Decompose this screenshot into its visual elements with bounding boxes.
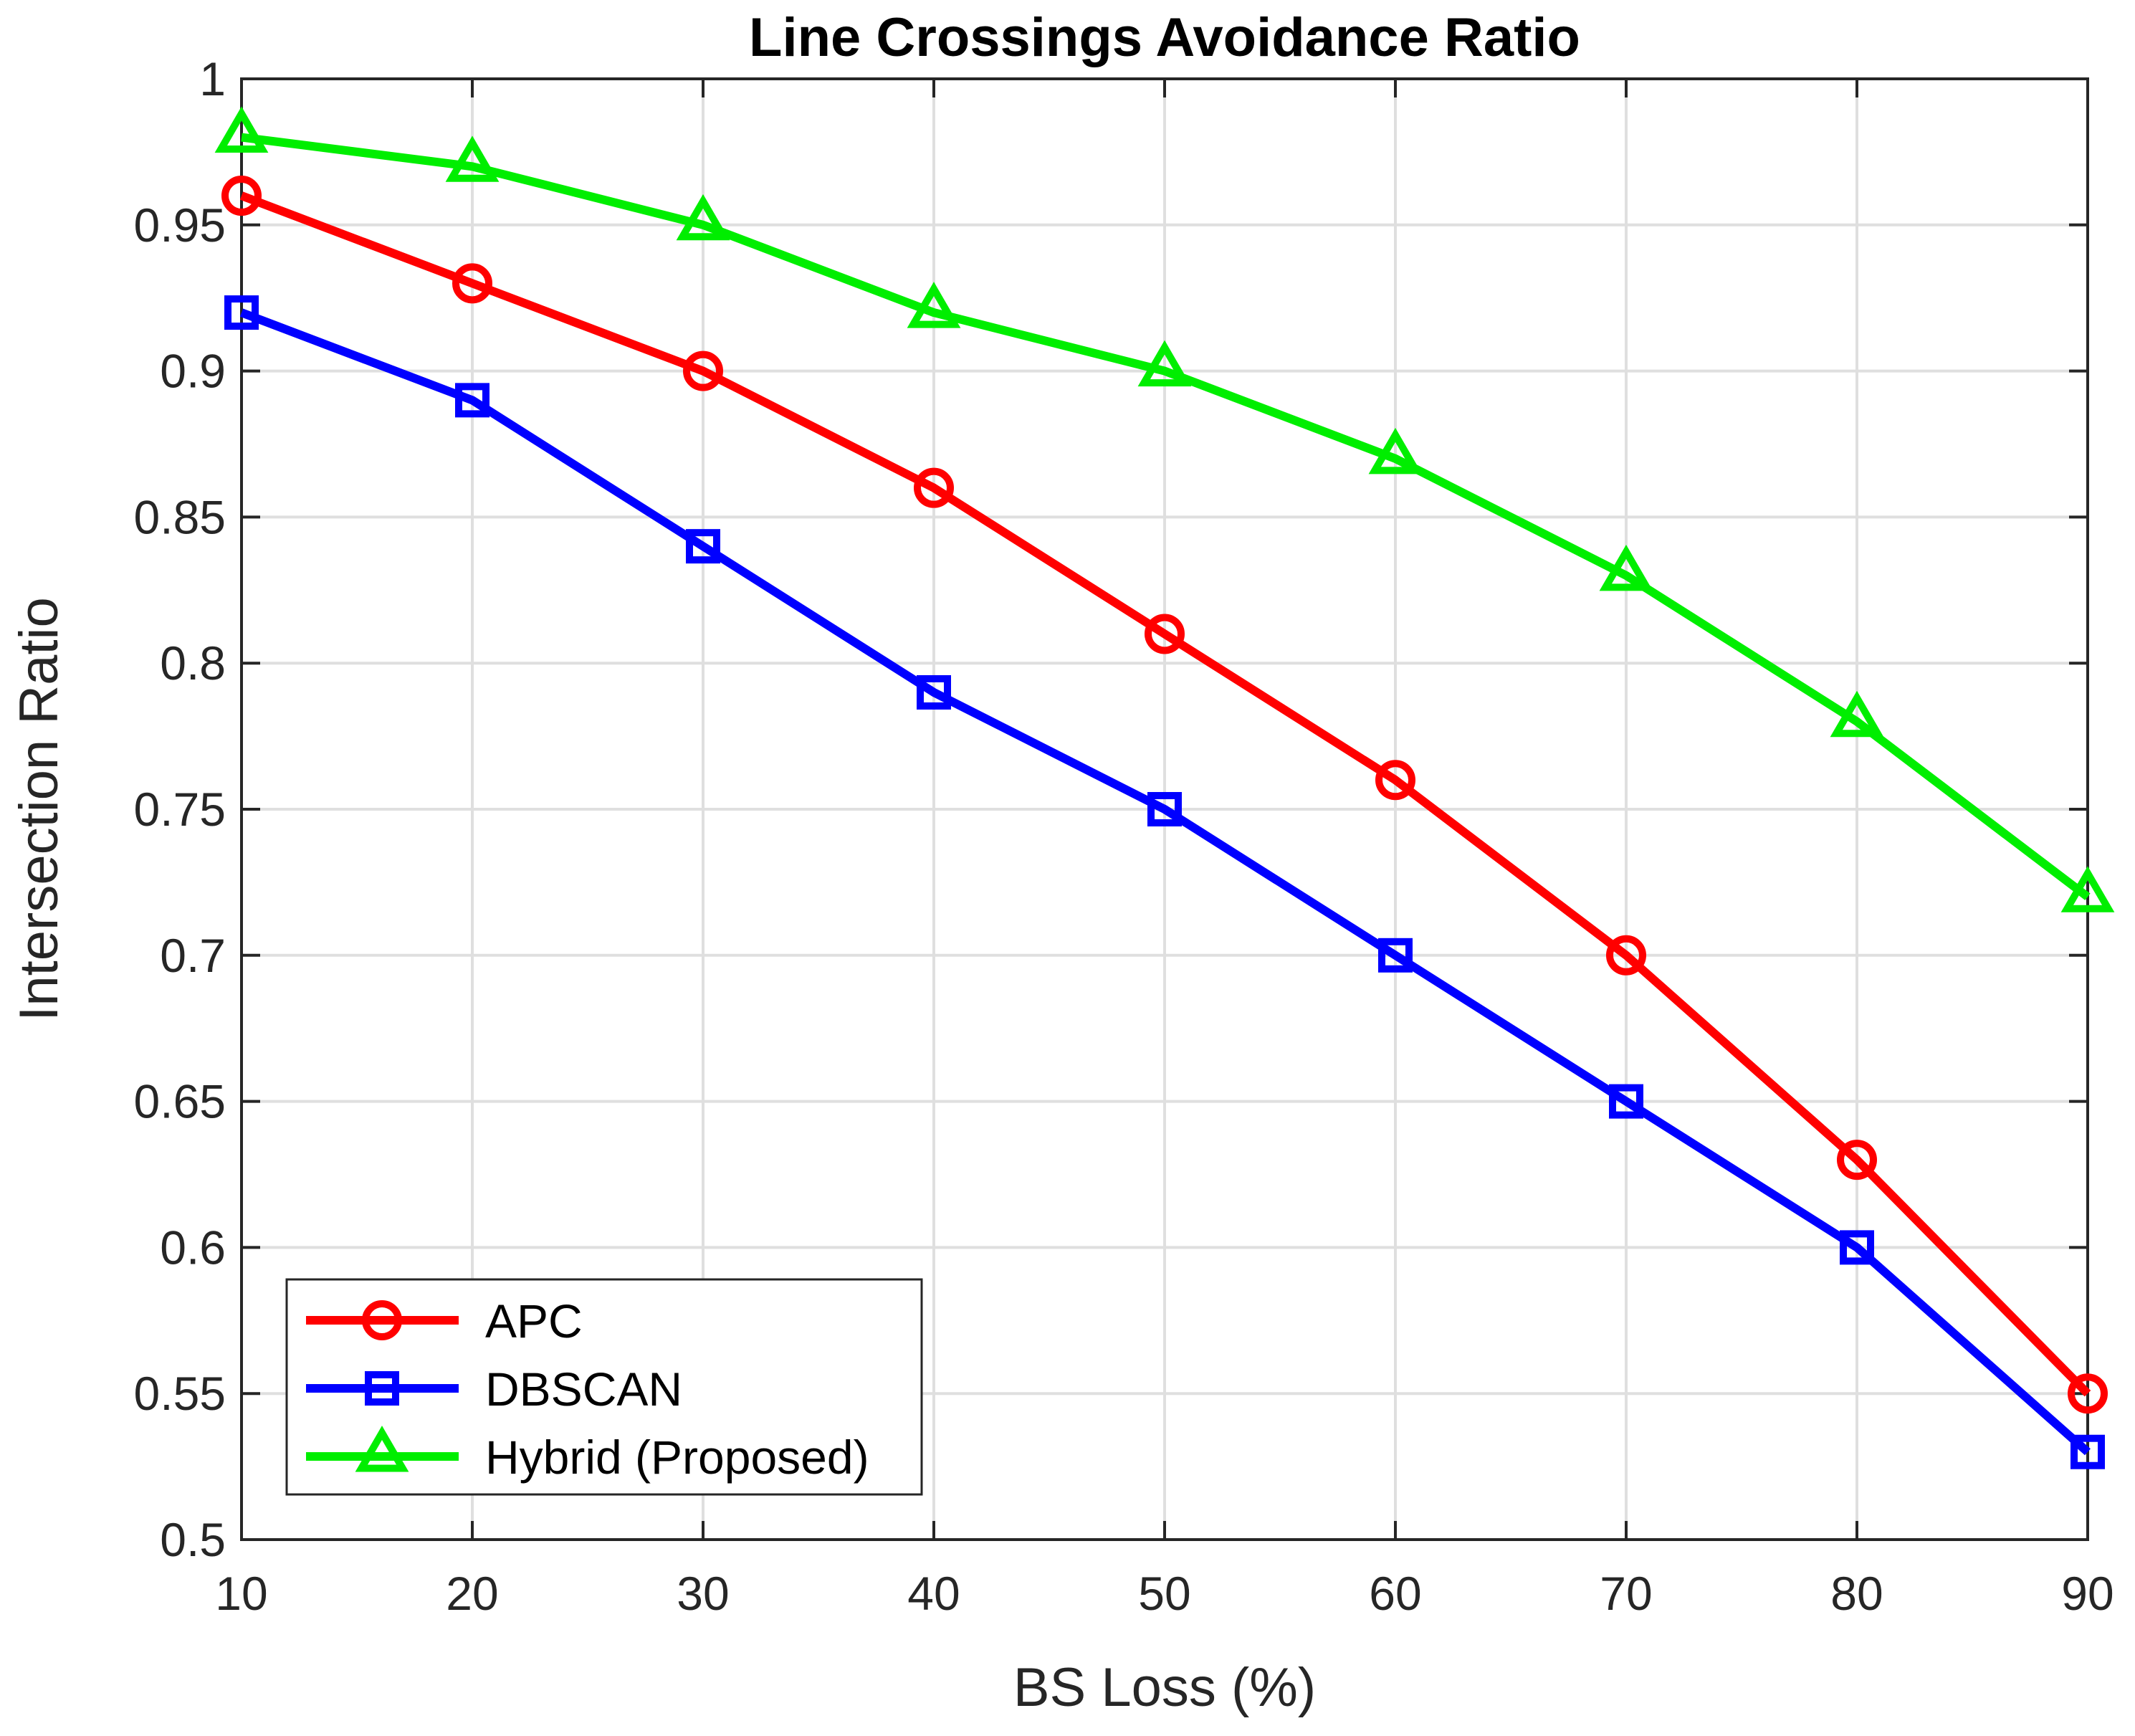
data-point-apc xyxy=(221,176,262,216)
data-point-dbscan xyxy=(224,295,259,330)
data-point-hybrid-proposed xyxy=(1368,427,1423,474)
data-point-dbscan xyxy=(1378,938,1413,973)
data-point-hybrid-proposed xyxy=(1830,690,1884,738)
grid xyxy=(240,77,2089,1541)
data-point-apc xyxy=(1145,614,1185,654)
legend-items: APC DBSCAN Hybrid (Proposed) xyxy=(306,1294,869,1484)
x-tick-label: 50 xyxy=(1138,1567,1190,1620)
x-tick-label: 70 xyxy=(1600,1567,1652,1620)
data-point-apc xyxy=(452,263,492,304)
legend-label-hybrid-proposed: Hybrid (Proposed) xyxy=(485,1431,869,1484)
y-tick-label: 0.6 xyxy=(160,1221,226,1274)
series-group xyxy=(214,106,2115,1469)
x-tick-label: 90 xyxy=(2061,1567,2113,1620)
series-hybrid-proposed xyxy=(214,106,2115,912)
data-point-hybrid-proposed xyxy=(1137,340,1192,387)
y-tick-label: 0.8 xyxy=(160,636,226,690)
y-tick-label: 0.5 xyxy=(160,1513,226,1566)
data-point-apc xyxy=(914,467,954,508)
legend: APC DBSCAN Hybrid (Proposed) xyxy=(285,1278,923,1496)
data-point-hybrid-proposed xyxy=(214,106,269,153)
x-tick-label: 30 xyxy=(677,1567,729,1620)
data-point-dbscan xyxy=(917,674,951,710)
y-tick-label: 0.85 xyxy=(134,490,226,543)
data-point-dbscan xyxy=(1609,1084,1643,1119)
legend-label-dbscan: DBSCAN xyxy=(485,1363,682,1416)
y-tick-label: 0.7 xyxy=(160,929,226,982)
y-tick-labels: 0.5 0.55 0.6 0.65 0.7 0.75 0.8 0.85 0.9 0.95 1 xyxy=(134,52,226,1566)
legend-label-apc: APC xyxy=(485,1294,583,1348)
chart-title: Line Crossings Avoidance Ratio xyxy=(749,7,1580,68)
data-point-hybrid-proposed xyxy=(1599,544,1653,591)
data-point-hybrid-proposed xyxy=(676,194,730,241)
data-point-dbscan xyxy=(455,383,489,418)
x-tick-label: 80 xyxy=(1830,1567,1883,1620)
x-tick-label: 10 xyxy=(215,1567,267,1620)
legend-marker-apc xyxy=(362,1300,402,1340)
y-tick-label: 1 xyxy=(199,52,226,105)
series-apc xyxy=(221,176,2108,1414)
data-point-dbscan xyxy=(686,529,720,564)
series-line-apc xyxy=(239,191,2091,1397)
y-tick-label: 0.75 xyxy=(134,783,226,836)
x-tick-label: 40 xyxy=(907,1567,960,1620)
x-tick-label: 20 xyxy=(446,1567,498,1620)
data-point-apc xyxy=(683,350,723,391)
y-tick-label: 0.9 xyxy=(160,345,226,398)
x-tick-labels: 10 20 30 40 50 60 70 80 90 xyxy=(215,1567,2113,1620)
data-point-apc xyxy=(1375,760,1415,801)
data-point-hybrid-proposed xyxy=(907,282,961,328)
legend-marker-hybrid-proposed xyxy=(355,1426,409,1472)
legend-marker-dbscan xyxy=(365,1371,399,1406)
y-axis-label: Intersection Ratio xyxy=(9,597,70,1021)
data-point-dbscan xyxy=(1840,1230,1874,1265)
data-point-hybrid-proposed xyxy=(2060,866,2115,912)
y-tick-label: 0.95 xyxy=(134,199,226,252)
data-point-apc xyxy=(2068,1373,2108,1414)
series-dbscan xyxy=(224,295,2105,1469)
y-tick-label: 0.65 xyxy=(134,1075,226,1128)
series-line-dbscan xyxy=(239,308,2091,1456)
series-line-hybrid-proposed xyxy=(241,133,2091,901)
plot-frame xyxy=(240,77,2089,1541)
data-point-apc xyxy=(1606,935,1646,976)
data-point-hybrid-proposed xyxy=(445,135,500,182)
y-tick-label: 0.55 xyxy=(134,1367,226,1420)
x-tick-label: 60 xyxy=(1369,1567,1421,1620)
data-point-apc xyxy=(1837,1140,1877,1181)
data-point-dbscan xyxy=(1147,792,1182,826)
x-axis-label: BS Loss (%) xyxy=(1013,1657,1316,1718)
data-point-dbscan xyxy=(2070,1434,2105,1469)
